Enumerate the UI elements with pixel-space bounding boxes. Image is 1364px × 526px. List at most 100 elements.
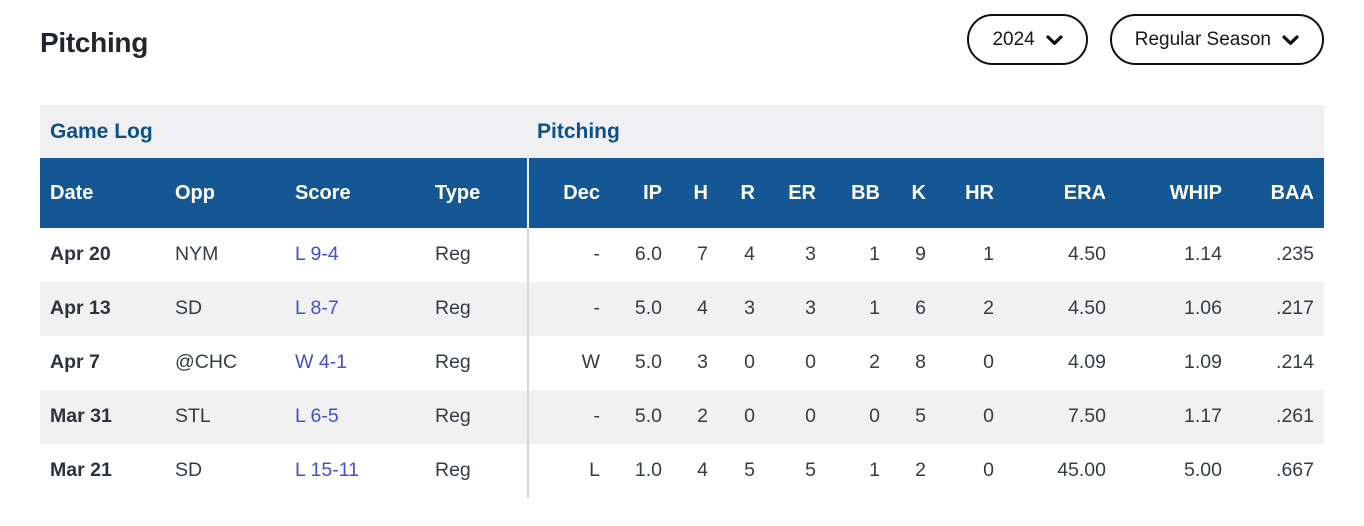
cell-whip: 1.17 — [1184, 405, 1222, 428]
cell-k: 5 — [915, 405, 926, 428]
column-header-er: ER — [788, 182, 816, 204]
season-type-dropdown-value: Regular Season — [1134, 29, 1271, 50]
table-row: Apr 13 SD L 8-7 Reg - 5.0 4 3 3 1 6 2 4.50 1.06 .217 — [40, 282, 1324, 336]
score-link[interactable]: L 6-5 — [295, 405, 339, 428]
column-header-r: R — [740, 182, 755, 204]
section-title-game-log: Game Log — [50, 119, 153, 143]
cell-ip: 5.0 — [634, 351, 662, 374]
season-dropdown[interactable]: 2024 — [967, 14, 1088, 65]
cell-type: Reg — [435, 405, 471, 428]
page: Pitching 2024 Regular Season Game Log Pi… — [40, 0, 1324, 498]
cell-type: Reg — [435, 351, 471, 374]
table-row: Apr 7 @CHC W 4-1 Reg W 5.0 3 0 0 2 8 0 4.09 1.09 .214 — [40, 336, 1324, 390]
cell-date: Mar 21 — [50, 459, 112, 482]
cell-score: L 8-7 — [285, 282, 425, 336]
table-section-bar: Game Log Pitching — [40, 105, 1324, 158]
cell-r: 3 — [744, 297, 755, 320]
cell-score: L 6-5 — [285, 390, 425, 444]
cell-bb: 1 — [869, 297, 880, 320]
cell-baa: .235 — [1276, 243, 1314, 266]
cell-k: 2 — [915, 459, 926, 482]
cell-baa: .217 — [1276, 297, 1314, 320]
cell-dec: - — [527, 282, 610, 336]
score-link[interactable]: W 4-1 — [295, 351, 348, 374]
season-type-dropdown[interactable]: Regular Season — [1109, 14, 1324, 65]
topbar: Pitching 2024 Regular Season — [40, 0, 1324, 65]
cell-k: 9 — [915, 243, 926, 266]
column-header-bb: BB — [851, 182, 880, 204]
cell-hr: 0 — [983, 459, 994, 482]
column-header-opp: Opp — [175, 182, 215, 204]
score-link[interactable]: L 8-7 — [295, 297, 339, 320]
cell-bb: 0 — [869, 405, 880, 428]
cell-er: 3 — [805, 243, 816, 266]
cell-dec: W — [527, 336, 610, 390]
cell-date: Apr 20 — [50, 243, 111, 266]
column-header-whip: WHIP — [1169, 182, 1222, 204]
cell-r: 0 — [744, 351, 755, 374]
column-header-baa: BAA — [1270, 182, 1314, 204]
cell-score: L 15-11 — [285, 444, 425, 498]
cell-er: 5 — [805, 459, 816, 482]
table-row: Mar 21 SD L 15-11 Reg L 1.0 4 5 5 1 2 0 45.00 5.00 .66… — [40, 444, 1324, 498]
cell-baa: .214 — [1276, 351, 1314, 374]
cell-score: W 4-1 — [285, 336, 425, 390]
cell-type: Reg — [435, 243, 471, 266]
score-link[interactable]: L 15-11 — [295, 459, 359, 482]
cell-score: L 9-4 — [285, 228, 425, 282]
cell-h: 2 — [697, 405, 708, 428]
cell-r: 0 — [744, 405, 755, 428]
cell-h: 7 — [697, 243, 708, 266]
cell-r: 5 — [744, 459, 755, 482]
table-row: Mar 31 STL L 6-5 Reg - 5.0 2 0 0 0 5 0 7.50 1.17 .261 — [40, 390, 1324, 444]
cell-era: 4.50 — [1068, 297, 1106, 320]
cell-date: Apr 13 — [50, 297, 111, 320]
game-log-section: Game Log Pitching Date Opp Score Type Dec IP H… — [40, 105, 1324, 498]
column-header-ip: IP — [643, 182, 662, 204]
cell-dec: - — [527, 390, 610, 444]
cell-h: 4 — [697, 459, 708, 482]
column-header-score: Score — [295, 182, 351, 204]
column-header-type: Type — [435, 182, 481, 204]
cell-date: Apr 7 — [50, 351, 100, 374]
cell-era: 4.09 — [1068, 351, 1106, 374]
cell-k: 8 — [915, 351, 926, 374]
section-title-pitching: Pitching — [537, 119, 620, 143]
game-log-table: Date Opp Score Type Dec IP H R ER BB K HR ERA WHIP BAA… — [40, 158, 1324, 498]
cell-er: 0 — [805, 405, 816, 428]
column-header-k: K — [911, 182, 926, 204]
cell-date: Mar 31 — [50, 405, 112, 428]
cell-hr: 2 — [983, 297, 994, 320]
cell-h: 3 — [697, 351, 708, 374]
table-row: Apr 20 NYM L 9-4 Reg - 6.0 7 4 3 1 9 1 4.50 1.14 .235 — [40, 228, 1324, 282]
cell-er: 3 — [805, 297, 816, 320]
column-header-era: ERA — [1063, 182, 1106, 204]
column-header-hr: HR — [965, 182, 994, 204]
cell-ip: 6.0 — [634, 243, 662, 266]
cell-opp: @CHC — [175, 351, 238, 374]
table-header-row: Date Opp Score Type Dec IP H R ER BB K HR ERA WHIP BAA — [40, 158, 1324, 228]
cell-ip: 5.0 — [634, 405, 662, 428]
cell-bb: 1 — [869, 243, 880, 266]
page-title: Pitching — [40, 26, 149, 58]
cell-whip: 5.00 — [1184, 459, 1222, 482]
cell-opp: SD — [175, 297, 203, 320]
cell-whip: 1.09 — [1184, 351, 1222, 374]
cell-ip: 5.0 — [634, 297, 662, 320]
score-link[interactable]: L 9-4 — [295, 243, 339, 266]
cell-whip: 1.06 — [1184, 297, 1222, 320]
cell-opp: SD — [175, 459, 203, 482]
column-header-h: H — [693, 182, 708, 204]
cell-baa: .667 — [1276, 459, 1314, 482]
column-header-dec: Dec — [527, 158, 610, 228]
chevron-down-icon — [1046, 35, 1063, 45]
cell-era: 7.50 — [1068, 405, 1106, 428]
cell-hr: 1 — [983, 243, 994, 266]
cell-era: 45.00 — [1057, 459, 1106, 482]
column-header-date: Date — [50, 182, 94, 204]
cell-baa: .261 — [1276, 405, 1314, 428]
cell-opp: STL — [175, 405, 211, 428]
filters: 2024 Regular Season — [967, 14, 1324, 65]
chevron-down-icon — [1282, 35, 1299, 45]
cell-type: Reg — [435, 459, 471, 482]
